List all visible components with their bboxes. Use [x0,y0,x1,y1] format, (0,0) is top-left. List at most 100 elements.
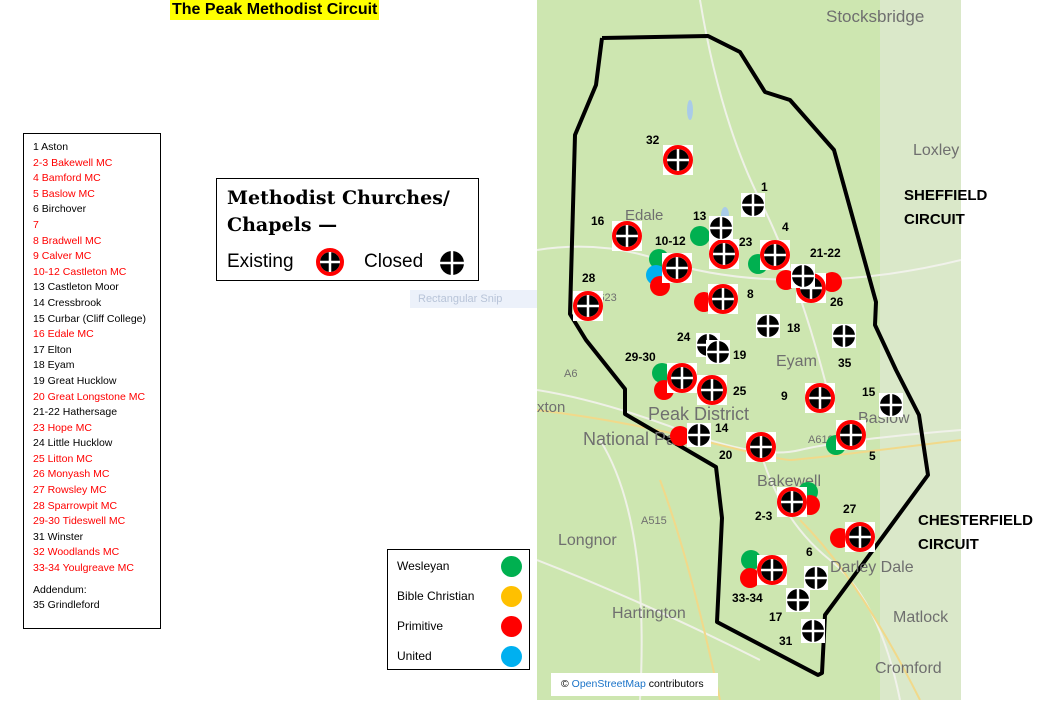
marker-label: 21-22 [810,246,841,260]
existing-church-marker[interactable] [697,375,727,405]
closed-church-marker[interactable] [801,619,825,643]
existing-church-marker[interactable] [709,239,739,269]
map-attribution: © OpenStreetMap contributors [551,673,718,696]
church-list-item: 18 Eyam [33,359,75,372]
key-heading-line1: Methodist Churches/ [227,187,450,209]
marker-label: 4 [782,220,789,234]
place-name: National Park [583,429,692,449]
key-existing-label: Existing [227,251,294,272]
legend-swatch-icon [501,616,522,637]
legend-item: Primitive [397,615,522,637]
church-list-item: 27 Rowsley MC [33,484,107,497]
place-name: A515 [641,515,667,527]
closed-church-marker[interactable] [687,423,711,447]
marker-label: 27 [843,502,857,516]
marker-label: 31 [779,634,793,648]
map[interactable]: Stocksbridge Loxley Edale Eyam Peak District… [536,0,962,701]
attribution-suffix: contributors [648,678,704,690]
addendum-label: Addendum: [33,583,87,596]
marker-label: 23 [739,235,753,249]
closed-church-marker[interactable] [756,314,780,338]
church-list-item: 21-22 Hathersage [33,406,118,419]
existing-church-marker[interactable] [777,487,807,517]
church-list-item: 26 Monyash MC [33,468,110,481]
church-list-item: 4 Bamford MC [33,172,101,185]
existing-church-marker[interactable] [845,522,875,552]
marker-label: 8 [747,287,754,301]
key-closed-label: Closed [364,251,424,272]
closed-church-marker[interactable] [786,588,810,612]
openstreetmap-link[interactable]: OpenStreetMap [571,678,646,690]
marker-label: 20 [719,448,733,462]
closed-church-marker[interactable] [706,340,730,364]
church-list-item: 9 Calver MC [33,250,92,263]
church-list-item: 5 Baslow MC [33,187,95,200]
existing-church-marker[interactable] [612,221,642,251]
denomination-legend: Wesleyan Bible Christian Primitive United [387,549,530,670]
map-canvas: Stocksbridge Loxley Edale Eyam Peak District… [536,0,962,701]
legend-label: Primitive [397,619,444,633]
marker-label: 25 [733,384,747,398]
denomination-dot-wesleyan [690,226,710,246]
existing-church-marker[interactable] [760,240,790,270]
marker-label: 14 [715,421,729,435]
church-list-item: 33-34 Youlgreave MC [33,562,134,575]
marker-label: 28 [582,271,596,285]
copyright-symbol: © [561,678,569,690]
denomination-dot-wesleyan [741,550,761,570]
marker-label: 18 [787,321,801,335]
legend-label: United [397,649,432,663]
marker-label: 16 [591,214,605,228]
place-name: Cromford [875,660,942,677]
church-list-item: 31 Winster [33,530,84,543]
closed-church-marker[interactable] [804,566,828,590]
place-name: Longnor [558,532,617,549]
marker-label: 15 [862,385,876,399]
existing-church-marker[interactable] [662,253,692,283]
existing-church-marker[interactable] [663,145,693,175]
closed-church-marker[interactable] [709,216,733,240]
legend-label: Bible Christian [397,589,475,603]
church-list-item: 10-12 Castleton MC [33,265,127,278]
page-title: The Peak Methodist Circuit [170,0,380,20]
place-name: xton [537,399,565,416]
closed-church-marker[interactable] [879,393,903,417]
existing-church-marker[interactable] [805,383,835,413]
existing-church-marker[interactable] [708,284,738,314]
existing-church-marker[interactable] [573,291,603,321]
legend-swatch-icon [501,556,522,577]
place-name: Stocksbridge [826,7,924,26]
church-list-item: 7 [33,218,39,231]
closed-church-marker[interactable] [741,193,765,217]
marker-label: 10-12 [655,234,686,248]
legend-swatch-icon [501,646,522,667]
key-heading: Methodist Churches/ Chapels — [227,185,450,239]
legend-swatch-icon [501,586,522,607]
closed-church-marker[interactable] [791,264,815,288]
existing-church-marker[interactable] [667,363,697,393]
church-list-item: 2-3 Bakewell MC [33,156,113,169]
church-list-item: 28 Sparrowpit MC [33,499,118,512]
church-list-item: 19 Great Hucklow [33,374,117,387]
existing-church-marker[interactable] [746,432,776,462]
marker-label: 2-3 [755,509,773,523]
place-name: A6 [564,368,577,380]
legend-item: United [397,645,522,667]
church-list-item: 24 Little Hucklow [33,437,113,450]
marker-label: 6 [806,545,813,559]
church-list-item: 15 Curbar (Cliff College) [33,312,147,325]
church-list-item: 1 Aston [33,141,69,153]
marker-label: 1 [761,180,768,194]
closed-church-marker[interactable] [832,324,856,348]
marker-label: 35 [838,356,852,370]
existing-marker-icon [316,248,344,276]
place-name: Edale [625,207,663,224]
key-heading-line2: Chapels — [227,214,338,236]
marker-label: 17 [769,610,783,624]
church-list-item: 13 Castleton Moor [33,281,119,294]
marker-label: 33-34 [732,591,763,605]
existing-church-marker[interactable] [757,555,787,585]
existing-church-marker[interactable] [836,420,866,450]
marker-label: 32 [646,133,660,147]
closed-marker-icon [440,251,464,275]
